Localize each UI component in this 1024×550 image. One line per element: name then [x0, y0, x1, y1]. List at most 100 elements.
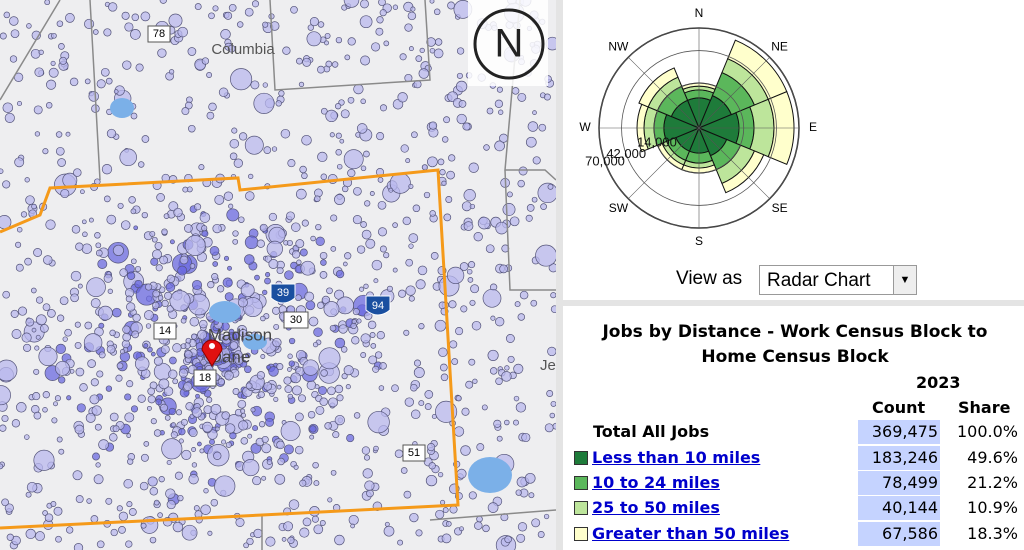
- job-dot: [92, 452, 100, 461]
- job-dot: [93, 474, 104, 485]
- job-dot: [429, 210, 436, 217]
- job-dot: [490, 315, 496, 321]
- job-dot: [0, 32, 7, 40]
- job-dot: [379, 9, 387, 17]
- col-header: Count: [872, 398, 926, 417]
- job-dot: [74, 321, 81, 328]
- job-dot: [403, 490, 412, 499]
- job-dot: [266, 459, 273, 465]
- job-dot: [437, 158, 445, 166]
- job-dot: [1, 414, 9, 423]
- job-dot: [126, 380, 134, 388]
- job-dot: [245, 191, 255, 201]
- job-dot: [312, 461, 319, 469]
- job-dot: [55, 535, 62, 543]
- map-label: 78: [153, 28, 165, 40]
- job-dot: [263, 146, 272, 154]
- route-shield: [283, 311, 309, 329]
- job-dot: [240, 408, 246, 414]
- row-link[interactable]: Less than 10 miles: [592, 448, 761, 467]
- job-dot: [271, 146, 278, 152]
- job-dot: [345, 384, 351, 390]
- job-dot: [240, 283, 255, 298]
- job-dot: [293, 464, 299, 470]
- r-tick-label: 42,000: [606, 146, 646, 161]
- job-dot: [307, 24, 314, 31]
- job-dot: [430, 252, 439, 260]
- job-dot: [75, 495, 84, 504]
- job-dot: [266, 364, 271, 370]
- job-dot: [299, 165, 307, 174]
- job-dot: [169, 239, 175, 245]
- job-dot: [112, 425, 120, 433]
- job-dot: [532, 156, 541, 165]
- job-dot: [75, 242, 84, 251]
- splitter[interactable]: [556, 0, 563, 550]
- share-cell: 100.0%: [956, 422, 1018, 441]
- job-dot: [212, 5, 219, 12]
- job-dot: [112, 244, 124, 256]
- job-dot: [295, 412, 304, 422]
- row-link[interactable]: 10 to 24 miles: [592, 473, 720, 492]
- row-label: Total All Jobs: [593, 422, 710, 441]
- job-dot: [189, 263, 196, 269]
- dropdown-arrow[interactable]: ▼: [893, 266, 916, 294]
- row-link[interactable]: Greater than 50 miles: [592, 524, 790, 543]
- job-dot: [126, 302, 136, 312]
- job-dot: [220, 29, 231, 40]
- job-dot: [468, 261, 476, 269]
- job-dot: [9, 16, 19, 26]
- job-dot: [351, 319, 357, 324]
- job-dot: [42, 407, 48, 413]
- job-dot: [157, 48, 167, 58]
- map[interactable]: 78 Columbia 14 Madison Dane 30 39 94 18 …: [0, 0, 556, 550]
- job-dot: [477, 216, 491, 230]
- job-dot: [521, 432, 531, 443]
- job-dot: [314, 384, 320, 390]
- job-dot: [334, 103, 342, 110]
- job-dot: [265, 536, 276, 547]
- view-select[interactable]: Radar Chart ▼: [759, 265, 917, 295]
- row-link[interactable]: 25 to 50 miles: [592, 498, 720, 517]
- job-dot: [348, 514, 359, 526]
- job-dot: [35, 296, 44, 304]
- job-dot: [130, 258, 137, 265]
- map-label: Je: [540, 357, 556, 374]
- job-dot: [69, 77, 79, 87]
- job-dot: [84, 18, 95, 29]
- job-dot: [291, 222, 301, 232]
- job-dot: [132, 313, 141, 322]
- job-dot: [531, 518, 541, 528]
- job-dot: [234, 350, 243, 359]
- job-dot: [296, 259, 302, 265]
- map-label: 94: [372, 300, 384, 312]
- job-dot: [356, 318, 362, 324]
- job-dot: [2, 102, 14, 113]
- job-dot: [194, 203, 202, 211]
- job-dot: [72, 470, 83, 481]
- job-dot: [143, 343, 149, 349]
- job-dot: [71, 225, 81, 234]
- job-dot: [272, 306, 281, 315]
- job-dot: [438, 347, 448, 358]
- job-dot: [367, 320, 377, 330]
- job-dot: [360, 221, 367, 228]
- job-dot: [485, 244, 495, 254]
- job-dot: [487, 502, 499, 513]
- job-dot: [130, 29, 141, 40]
- job-dot: [35, 314, 47, 326]
- job-dot: [208, 12, 215, 20]
- job-dot: [365, 238, 376, 249]
- location-marker[interactable]: [201, 339, 223, 367]
- job-dot: [331, 61, 339, 68]
- job-dot: [161, 228, 168, 236]
- job-dot: [9, 55, 18, 63]
- job-dot: [360, 352, 367, 358]
- splitter[interactable]: [563, 300, 1024, 306]
- job-dot: [191, 462, 198, 468]
- job-dot: [151, 236, 158, 243]
- table-title: Jobs by Distance - Work Census Block to …: [602, 322, 988, 367]
- job-dot: [229, 152, 238, 161]
- job-dot: [81, 219, 87, 225]
- job-dot: [122, 325, 131, 334]
